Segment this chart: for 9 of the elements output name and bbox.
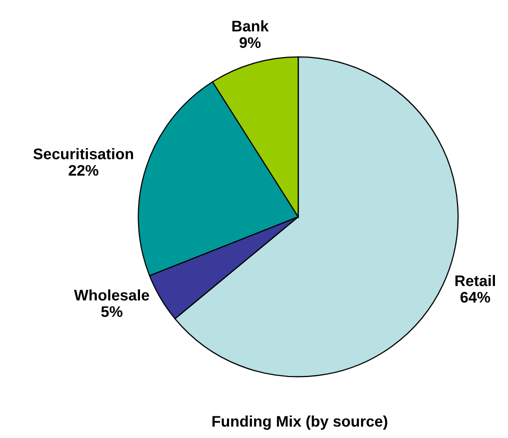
slice-label: Wholesale bbox=[74, 289, 150, 301]
data-label: 5% bbox=[101, 306, 122, 318]
slice-label: Securitisation bbox=[33, 148, 134, 160]
text: Funding Mix (by source) bbox=[212, 416, 388, 430]
slice-label: Bank bbox=[232, 20, 269, 32]
data-label: 64% bbox=[460, 292, 490, 303]
slice-label: Retail bbox=[455, 274, 495, 286]
data-label: 22% bbox=[68, 164, 98, 176]
data-label: 9% bbox=[240, 37, 261, 48]
